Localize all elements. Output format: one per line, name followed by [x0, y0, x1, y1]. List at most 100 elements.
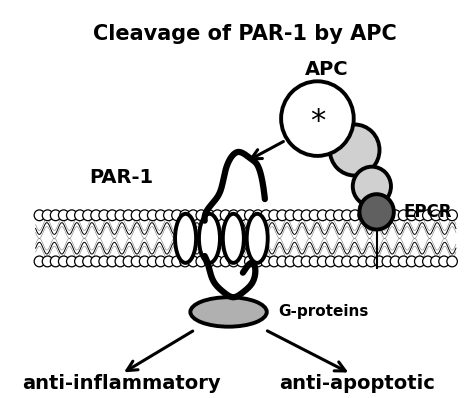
Circle shape [164, 256, 174, 267]
Circle shape [285, 210, 295, 220]
Circle shape [269, 256, 279, 267]
Circle shape [164, 210, 174, 220]
Circle shape [431, 210, 441, 220]
Circle shape [245, 210, 255, 220]
Circle shape [326, 210, 336, 220]
Circle shape [196, 210, 207, 220]
Circle shape [350, 256, 360, 267]
Circle shape [374, 256, 384, 267]
Circle shape [390, 256, 401, 267]
Circle shape [115, 210, 126, 220]
Circle shape [374, 210, 384, 220]
Circle shape [42, 210, 53, 220]
Circle shape [281, 81, 354, 156]
Circle shape [172, 210, 182, 220]
Circle shape [155, 256, 166, 267]
Circle shape [212, 256, 223, 267]
Ellipse shape [246, 214, 268, 263]
Text: anti-inflammatory: anti-inflammatory [22, 374, 221, 393]
Circle shape [390, 210, 401, 220]
Text: PAR-1: PAR-1 [90, 168, 154, 187]
Circle shape [358, 256, 368, 267]
Circle shape [310, 210, 320, 220]
Circle shape [406, 210, 417, 220]
Ellipse shape [175, 214, 196, 263]
Circle shape [358, 210, 368, 220]
Circle shape [366, 210, 376, 220]
Circle shape [107, 256, 118, 267]
Circle shape [131, 210, 142, 220]
Circle shape [318, 210, 328, 220]
Circle shape [406, 256, 417, 267]
Circle shape [447, 256, 457, 267]
Circle shape [334, 210, 344, 220]
Circle shape [180, 210, 191, 220]
Circle shape [293, 256, 304, 267]
Circle shape [212, 210, 223, 220]
Circle shape [382, 210, 392, 220]
Circle shape [74, 256, 85, 267]
Circle shape [326, 256, 336, 267]
Circle shape [42, 256, 53, 267]
Circle shape [353, 167, 391, 206]
Circle shape [50, 210, 61, 220]
Circle shape [398, 256, 409, 267]
Circle shape [310, 256, 320, 267]
Circle shape [382, 256, 392, 267]
Circle shape [350, 210, 360, 220]
Circle shape [342, 210, 352, 220]
Text: Cleavage of PAR-1 by APC: Cleavage of PAR-1 by APC [93, 24, 397, 44]
Circle shape [188, 256, 199, 267]
Circle shape [99, 256, 109, 267]
Circle shape [147, 210, 158, 220]
Circle shape [74, 210, 85, 220]
Circle shape [58, 210, 69, 220]
Circle shape [237, 210, 247, 220]
Circle shape [34, 256, 45, 267]
Circle shape [147, 256, 158, 267]
Circle shape [123, 256, 134, 267]
Circle shape [180, 256, 191, 267]
Circle shape [91, 256, 101, 267]
Circle shape [366, 256, 376, 267]
Circle shape [439, 210, 449, 220]
Circle shape [228, 256, 239, 267]
Circle shape [204, 210, 215, 220]
Circle shape [131, 256, 142, 267]
Circle shape [261, 256, 271, 267]
Circle shape [414, 256, 425, 267]
Circle shape [342, 256, 352, 267]
Circle shape [107, 210, 118, 220]
Circle shape [318, 256, 328, 267]
Text: *: * [310, 107, 325, 136]
Circle shape [66, 256, 77, 267]
Circle shape [423, 256, 433, 267]
Circle shape [269, 210, 279, 220]
Circle shape [414, 210, 425, 220]
Circle shape [261, 210, 271, 220]
Circle shape [34, 210, 45, 220]
Circle shape [115, 256, 126, 267]
Circle shape [245, 256, 255, 267]
Circle shape [253, 256, 263, 267]
Circle shape [431, 256, 441, 267]
Circle shape [277, 210, 287, 220]
Circle shape [66, 210, 77, 220]
Circle shape [447, 210, 457, 220]
Circle shape [277, 256, 287, 267]
Circle shape [301, 256, 312, 267]
Text: G-proteins: G-proteins [278, 304, 369, 320]
Text: EPCR: EPCR [403, 203, 452, 221]
Ellipse shape [223, 214, 244, 263]
Circle shape [228, 210, 239, 220]
Circle shape [188, 210, 199, 220]
Circle shape [82, 210, 93, 220]
Circle shape [285, 256, 295, 267]
Circle shape [204, 256, 215, 267]
Circle shape [155, 210, 166, 220]
Circle shape [50, 256, 61, 267]
Circle shape [220, 210, 231, 220]
Circle shape [439, 256, 449, 267]
Circle shape [220, 256, 231, 267]
Circle shape [58, 256, 69, 267]
